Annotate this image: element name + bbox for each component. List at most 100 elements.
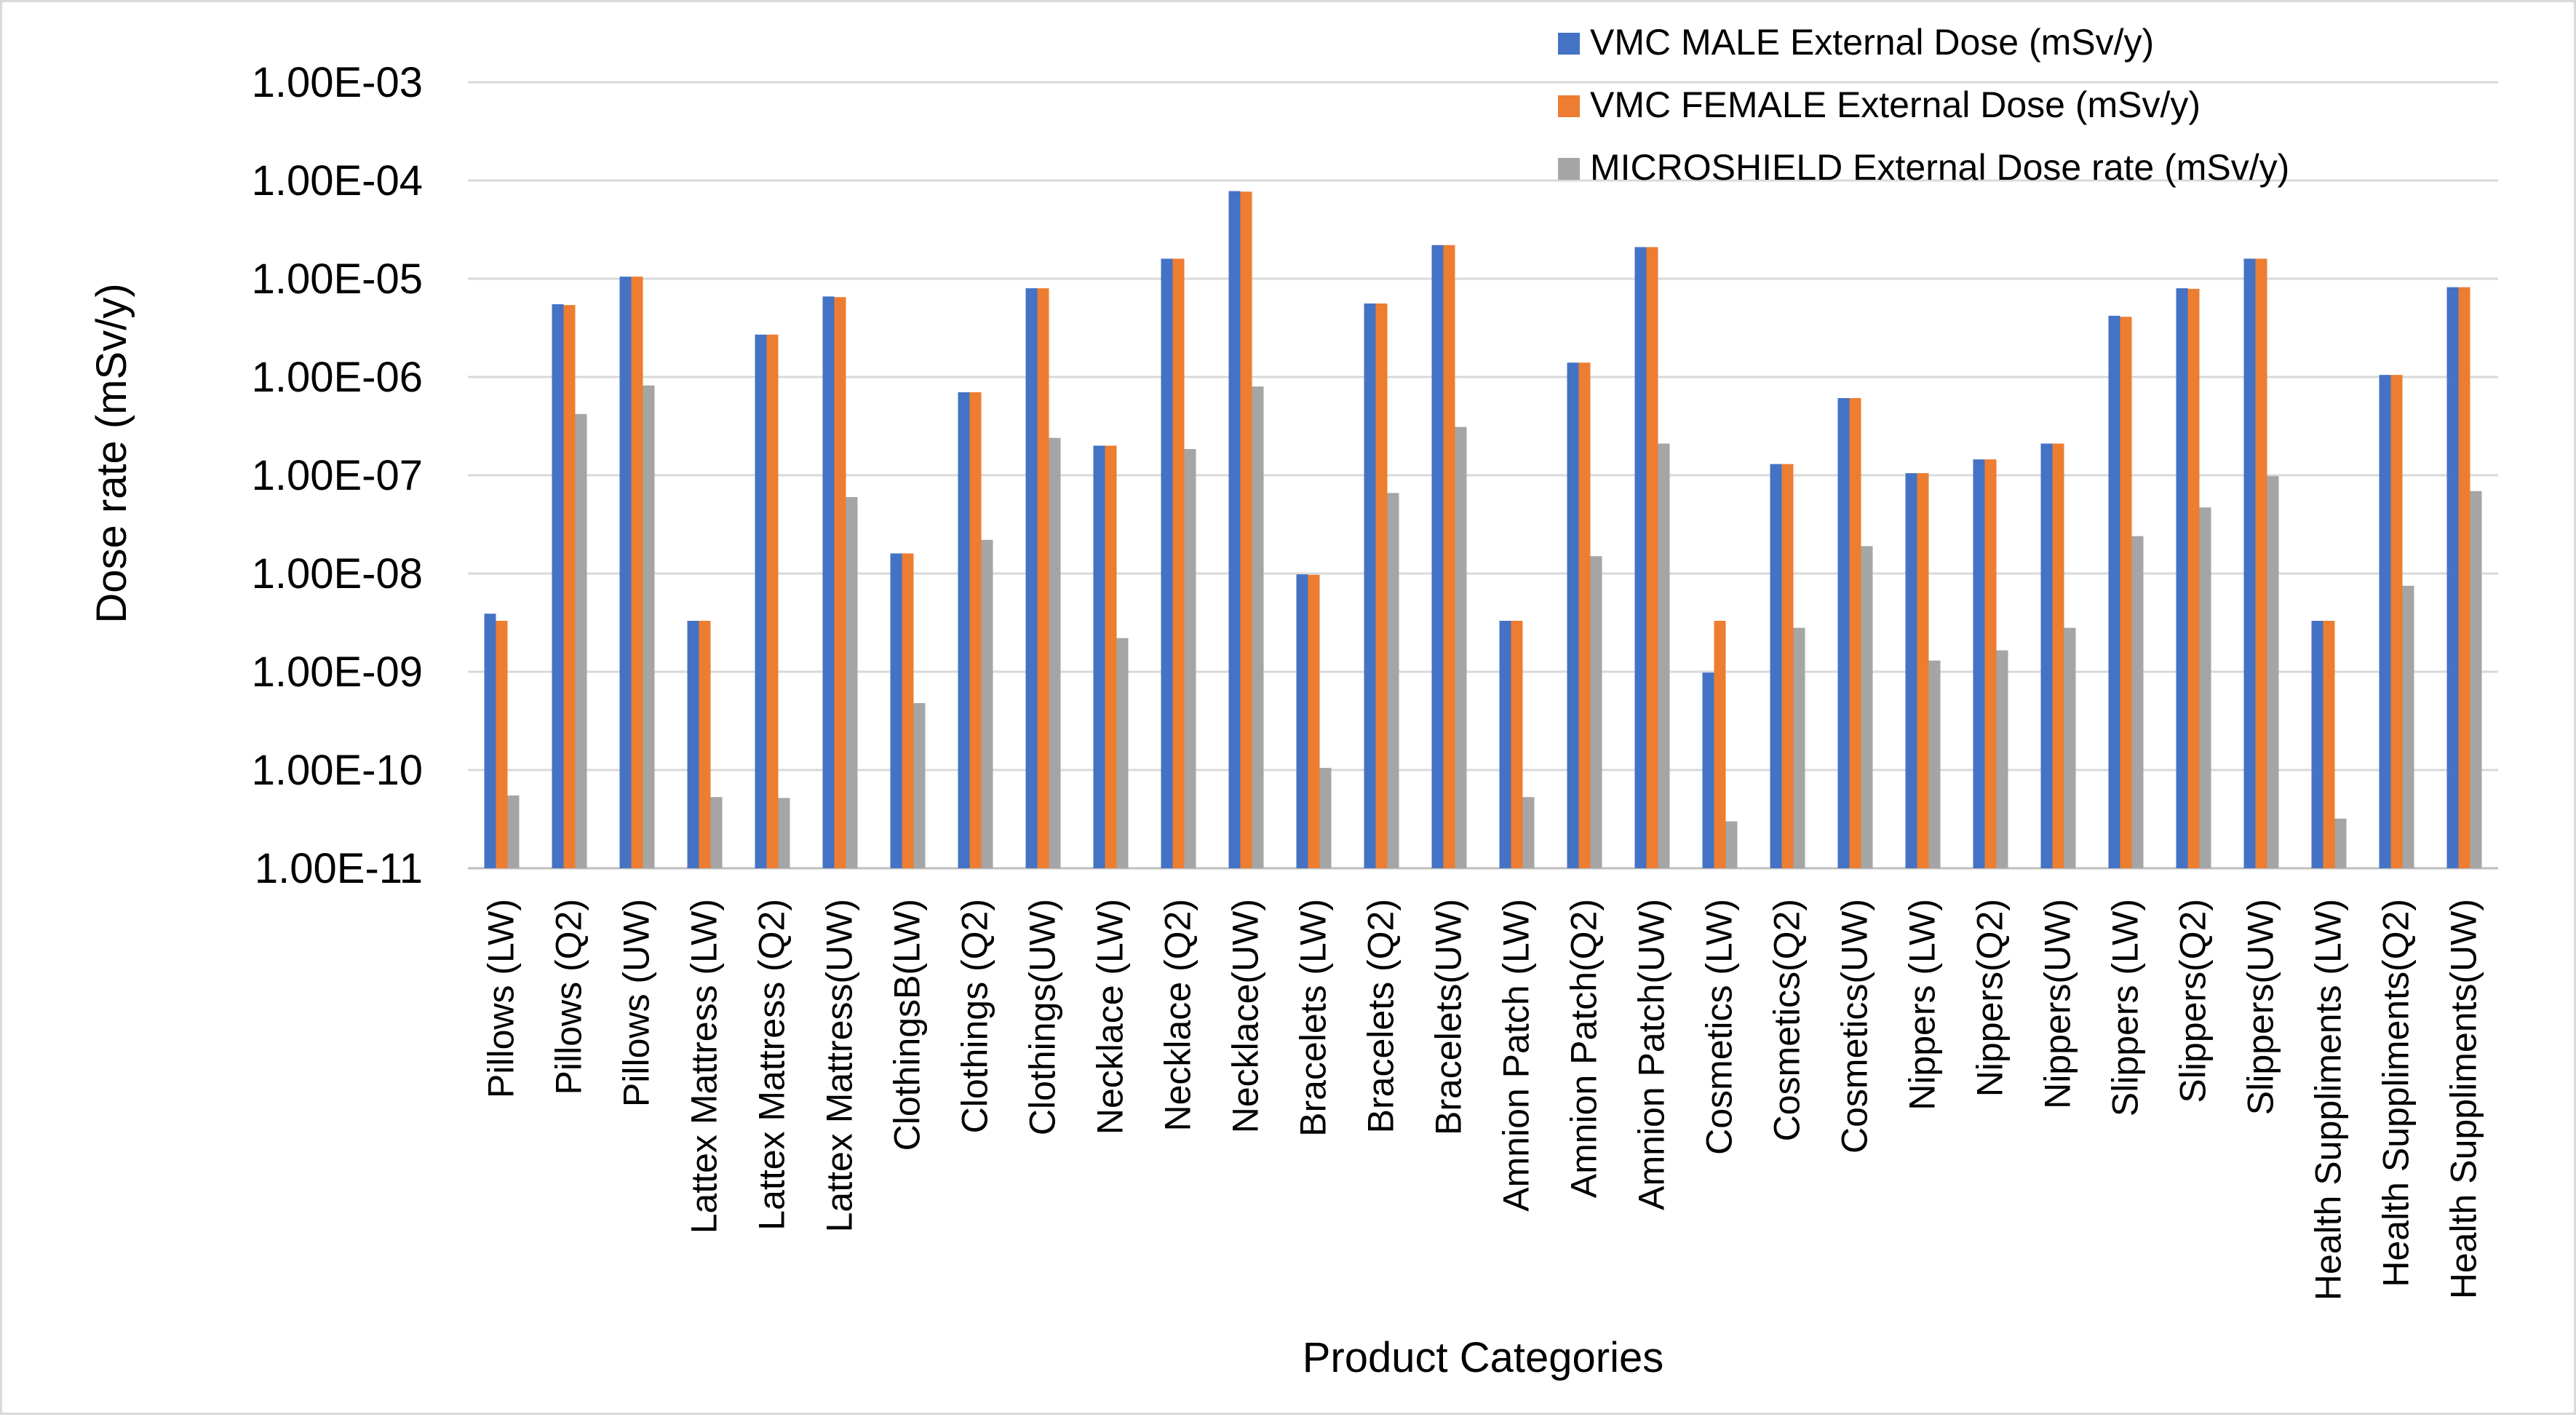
bar-series-2-25 [2187,288,2200,869]
bar-series-2-2 [631,277,643,869]
y-tick-label: 1.00E-04 [252,157,423,205]
bar-series-3-1 [575,413,587,868]
bar-series-2-8 [1037,288,1049,868]
gridlines [468,81,2498,870]
x-axis-title: Product Categories [1303,1334,1663,1381]
bar-series-2-22 [1984,459,1997,868]
bar-series-3-28 [2402,585,2414,868]
bar-series-1-19 [1770,464,1782,868]
x-tick-label: Health Suppliments(UW) [2444,899,2484,1299]
bar-series-3-3 [710,797,723,868]
bar-series-3-10 [1184,448,1196,868]
x-tick-label: Slippers(Q2) [2173,899,2214,1103]
bar-series-2-6 [902,553,914,868]
bar-series-3-24 [2131,536,2144,868]
bar-series-3-22 [1996,650,2008,868]
legend-label-1: VMC MALE External Dose (mSv/y) [1590,22,2154,63]
y-tick-label: 1.00E-05 [252,255,423,303]
y-tick-label: 1.00E-09 [252,648,423,696]
bar-series-3-9 [1116,638,1129,868]
x-tick-label: Slippers (LW) [2105,899,2146,1116]
x-tick-label: Pillows (LW) [481,899,522,1098]
bar-series-2-18 [1714,621,1726,868]
x-tick-label: Nippers(Q2) [1970,899,2011,1097]
x-tick-label: Lattex Mattress (LW) [684,899,725,1234]
bar-series-2-27 [2323,621,2335,868]
y-tick-label: 1.00E-11 [255,845,423,892]
bar-series-1-17 [1634,247,1647,869]
bar-series-2-20 [1849,397,1861,868]
bar-series-1-6 [890,553,902,868]
bar-series-1-14 [1431,245,1444,868]
bar-series-1-12 [1296,574,1308,868]
bar-series-1-15 [1499,621,1511,868]
bar-series-2-9 [1105,445,1117,868]
x-tick-label: Pillows (UW) [616,899,657,1107]
y-tick-label: 1.00E-07 [252,452,423,499]
x-tick-label: Pillows (Q2) [549,899,589,1095]
y-axis-ticks: 1.00E-11 1.00E-10 1.00E-09 1.00E-08 1.00E-07… [252,59,423,892]
bar-series-1-16 [1567,362,1579,868]
bar-series-2-15 [1511,621,1523,868]
bar-series-2-28 [2390,375,2403,868]
x-tick-label: Bracelets (Q2) [1361,899,1402,1133]
legend-swatch-2 [1558,95,1580,117]
x-tick-label: Bracelets(UW) [1428,899,1469,1135]
x-tick-label: Clothings (Q2) [955,899,995,1133]
bar-series-2-23 [2052,443,2064,868]
bar-series-2-12 [1308,574,1320,868]
bar-series-2-5 [834,297,846,868]
bar-series-2-17 [1646,247,1658,869]
bar-series-1-22 [1973,459,1985,868]
bar-series-1-25 [2176,288,2188,868]
bar-series-1-0 [484,614,496,868]
y-tick-label: 1.00E-06 [252,354,423,401]
bar-series-2-13 [1375,303,1388,868]
bar-series-3-11 [1252,386,1264,868]
x-tick-label: Lattex Mattress(UW) [819,899,860,1232]
bar-series-1-3 [687,621,699,868]
bar-series-2-24 [2120,317,2132,868]
bar-series-2-7 [969,392,982,868]
bar-series-1-5 [822,296,835,868]
bar-series-1-7 [958,392,970,868]
bar-series-2-4 [766,334,779,869]
bar-series-3-13 [1387,493,1399,868]
bar-series-3-16 [1590,556,1602,868]
bar-series-2-26 [2255,258,2267,868]
x-tick-label: Necklace(UW) [1225,899,1266,1133]
x-tick-label: Cosmetics (LW) [1699,899,1740,1155]
y-tick-label: 1.00E-10 [252,747,423,794]
bar-series-1-4 [755,334,767,869]
y-axis-title: Dose rate (mSv/y) [88,283,135,623]
bar-series-1-28 [2379,375,2391,868]
bar-series-2-3 [699,621,711,868]
x-tick-label: Health Suppliments (LW) [2308,899,2349,1301]
bar-series-1-26 [2243,258,2256,868]
legend: VMC MALE External Dose (mSv/y) VMC FEMALE… [1558,22,2289,188]
bar-series-3-15 [1522,797,1535,868]
bar-series-3-27 [2334,818,2347,868]
x-tick-label: Necklace (Q2) [1158,899,1198,1132]
bar-series-3-0 [507,795,520,868]
x-tick-label: Amnion Patch(UW) [1631,899,1672,1210]
x-tick-label: Necklace (LW) [1090,899,1131,1135]
bar-series-3-5 [846,496,858,868]
bar-series-1-27 [2311,621,2323,868]
bar-series-3-14 [1455,426,1467,868]
x-tick-label: Cosmetics(UW) [1834,899,1875,1154]
bar-series-3-20 [1861,546,1873,868]
bar-series-1-20 [1837,397,1850,868]
bar-series-3-2 [643,385,655,868]
x-tick-label: Clothings(UW) [1022,899,1063,1135]
x-tick-label: Health Suppliments(Q2) [2376,899,2417,1287]
bar-series-1-13 [1364,303,1376,868]
bar-series-3-17 [1658,443,1670,868]
bar-series-1-2 [619,277,632,869]
bar-series-2-1 [563,305,576,868]
legend-swatch-3 [1558,158,1580,180]
bar-series-1-8 [1025,288,1038,868]
bar-series-1-24 [2108,315,2120,869]
bar-series-2-19 [1781,464,1794,868]
